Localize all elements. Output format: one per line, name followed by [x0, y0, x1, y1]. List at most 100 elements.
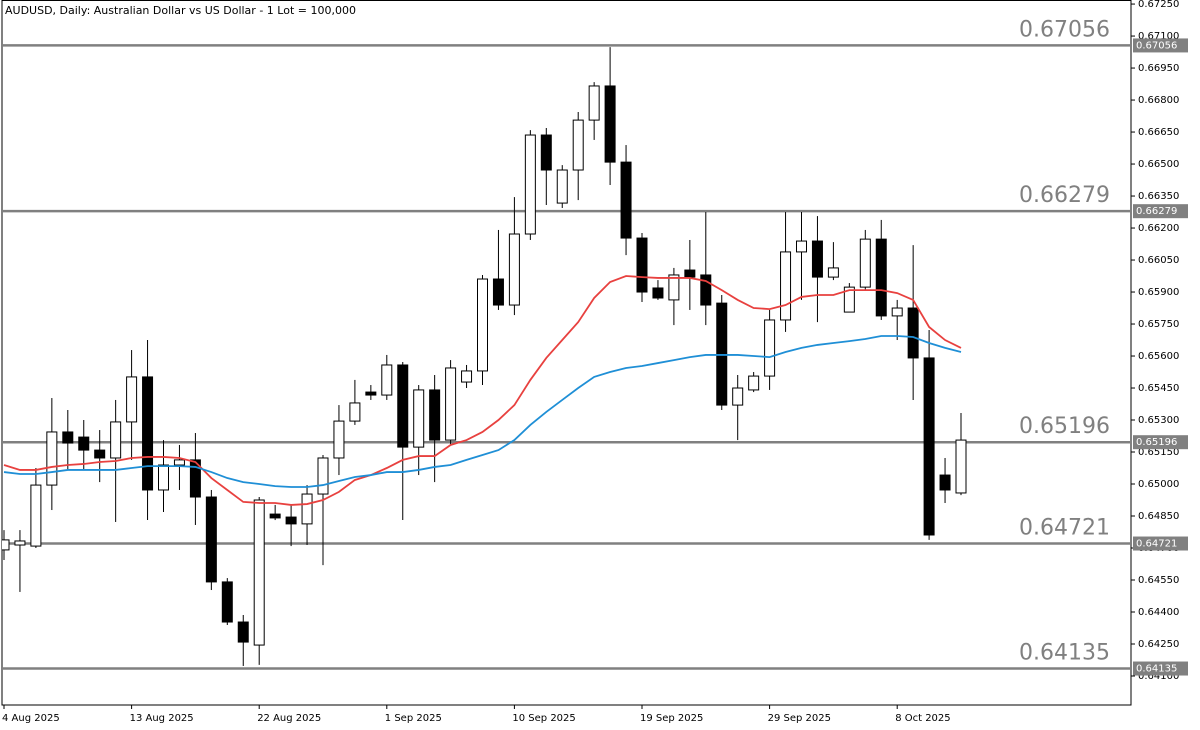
- candle-body: [668, 274, 680, 301]
- candle-body: [62, 431, 74, 444]
- level-axis-label: 0.64135: [1136, 664, 1177, 675]
- moving-average: [3, 335, 962, 488]
- candle-body: [317, 457, 329, 495]
- plot-area: [2, 44, 1131, 670]
- candle-body: [508, 233, 520, 306]
- level-label: 0.64721: [1019, 516, 1110, 541]
- y-tick-label: 0.66650: [1138, 127, 1179, 138]
- y-tick-label: 0.66350: [1138, 191, 1179, 202]
- candle-body: [811, 240, 823, 278]
- candle-body: [397, 364, 409, 448]
- candle-body: [110, 421, 122, 459]
- x-tick-label: 8 Oct 2025: [895, 713, 950, 724]
- y-tick-label: 0.64850: [1138, 511, 1179, 522]
- level-label: 0.66279: [1019, 183, 1110, 208]
- candle-body: [907, 307, 919, 359]
- candle-body: [875, 238, 887, 317]
- candle-body: [381, 364, 393, 396]
- x-tick-label: 13 Aug 2025: [130, 713, 194, 724]
- y-tick-label: 0.64100: [1138, 671, 1179, 682]
- candle-body: [859, 238, 871, 288]
- candle-body: [205, 496, 217, 583]
- chart-title: AUDUSD, Daily: Australian Dollar vs US D…: [5, 4, 356, 17]
- y-tick-label: 0.66500: [1138, 159, 1179, 170]
- candle-body: [891, 307, 903, 317]
- y-tick-label: 0.65300: [1138, 415, 1179, 426]
- candle-body: [477, 278, 488, 372]
- candle-body: [620, 161, 632, 239]
- candle-body: [827, 267, 839, 278]
- candle-body: [189, 459, 201, 498]
- candle-body: [636, 237, 648, 293]
- candle-body: [301, 493, 313, 525]
- candle-body: [939, 474, 951, 491]
- x-tick-label: 10 Sep 2025: [512, 713, 575, 724]
- candle-body: [30, 484, 42, 547]
- y-tick-label: 0.66200: [1138, 223, 1179, 234]
- moving-average: [3, 275, 962, 506]
- candle-body: [78, 436, 90, 451]
- candle-body: [142, 376, 154, 491]
- candle-body: [237, 621, 249, 643]
- candle-body: [572, 119, 584, 171]
- candle-body: [285, 516, 297, 525]
- candle-body: [221, 581, 233, 623]
- level-label: 0.67056: [1019, 17, 1110, 42]
- candle-body: [445, 367, 457, 441]
- candle-body: [588, 85, 600, 121]
- level-axis-label: 0.67056: [1136, 40, 1177, 51]
- level-axis-box: [1133, 661, 1188, 676]
- level-label: 0.65196: [1019, 414, 1110, 439]
- x-tick-label: 29 Sep 2025: [768, 713, 831, 724]
- y-tick-label: 0.64400: [1138, 607, 1179, 618]
- level-axis-box: [1133, 536, 1188, 551]
- plot-frame: [1, 0, 1132, 706]
- y-tick-label: 0.64250: [1138, 639, 1179, 650]
- level-axis-box: [1133, 204, 1188, 219]
- candle-body: [780, 251, 792, 321]
- level-axis-label: 0.65196: [1136, 437, 1177, 448]
- candle-body: [604, 85, 616, 163]
- y-tick-label: 0.65900: [1138, 287, 1179, 298]
- candle-body: [732, 387, 744, 406]
- candle-body: [158, 464, 169, 491]
- candle-body: [333, 420, 345, 459]
- y-tick-label: 0.67100: [1138, 31, 1179, 42]
- candle-body: [796, 240, 807, 253]
- y-tick-label: 0.64550: [1138, 575, 1179, 586]
- candle-body: [652, 287, 664, 299]
- candle-body: [429, 389, 441, 441]
- candle-body: [94, 449, 106, 459]
- candle-body: [126, 376, 138, 423]
- candle-body: [46, 431, 58, 486]
- candle-body: [461, 370, 473, 383]
- y-tick-label: 0.65000: [1138, 479, 1179, 490]
- level-label: 0.64135: [1019, 641, 1110, 666]
- y-tick-label: 0.66950: [1138, 63, 1179, 74]
- y-tick-label: 0.65600: [1138, 351, 1179, 362]
- candle-body: [14, 540, 26, 546]
- candle-body: [700, 274, 712, 306]
- candle-body: [684, 269, 696, 278]
- candle-body: [955, 439, 967, 494]
- y-tick-label: 0.65750: [1138, 319, 1179, 330]
- candle-body: [524, 134, 536, 235]
- candle-body: [492, 278, 504, 306]
- candle-body: [349, 402, 361, 422]
- candle-body: [923, 357, 935, 536]
- y-tick-label: 0.67250: [1138, 0, 1179, 10]
- candle-body: [413, 389, 425, 448]
- candle-body: [540, 134, 552, 171]
- level-axis-label: 0.66279: [1136, 206, 1177, 217]
- y-tick-label: 0.66800: [1138, 95, 1179, 106]
- level-axis-label: 0.64721: [1136, 539, 1177, 550]
- y-tick-label: 0.65450: [1138, 383, 1179, 394]
- level-axis-box: [1133, 435, 1188, 450]
- candle-body: [843, 286, 855, 313]
- candle-body: [269, 513, 281, 519]
- candle-body: [2, 539, 10, 551]
- candle-body: [253, 499, 265, 646]
- level-axis-box: [1133, 38, 1188, 53]
